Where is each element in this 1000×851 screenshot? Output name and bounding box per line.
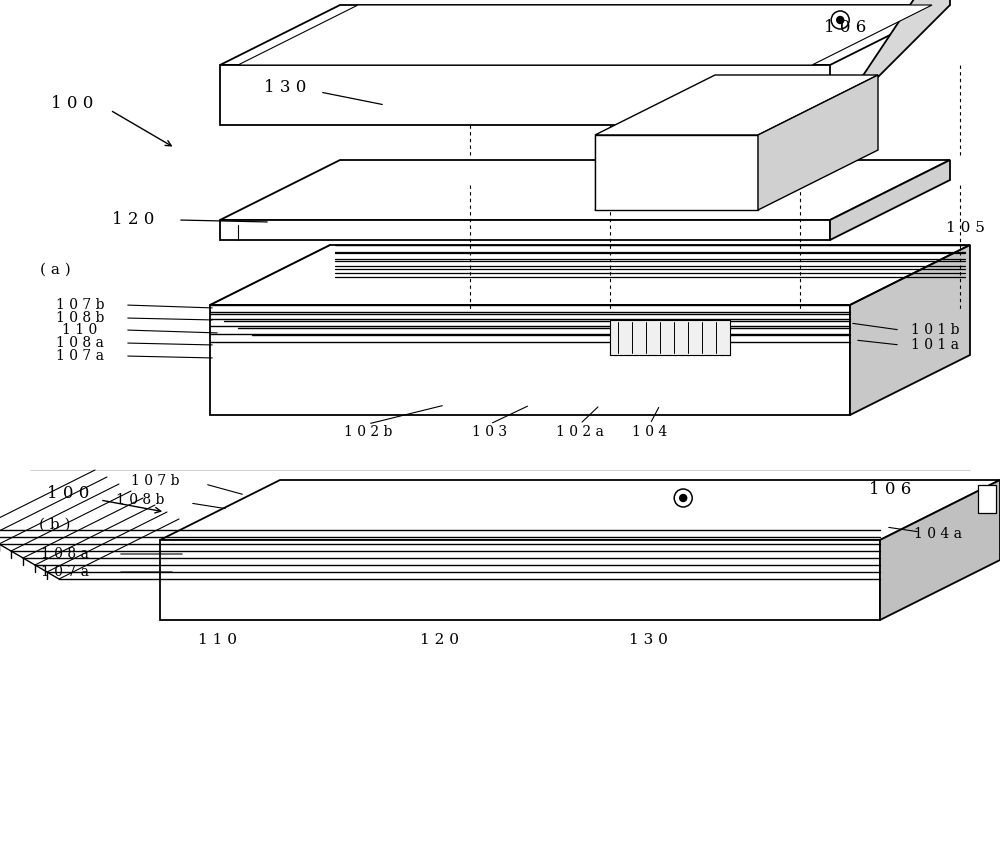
Text: ( b ): ( b ) [39, 518, 71, 532]
Polygon shape [758, 75, 878, 210]
Polygon shape [830, 0, 950, 125]
Polygon shape [160, 540, 880, 620]
Polygon shape [880, 480, 1000, 620]
Text: 1 0 7 a: 1 0 7 a [41, 565, 89, 579]
Polygon shape [220, 220, 830, 240]
Polygon shape [238, 5, 932, 65]
Polygon shape [595, 75, 878, 135]
Polygon shape [160, 480, 1000, 540]
Text: 1 0 8 a: 1 0 8 a [56, 336, 104, 350]
Text: 1 2 0: 1 2 0 [420, 633, 460, 647]
Circle shape [680, 494, 687, 501]
Polygon shape [210, 245, 970, 305]
Polygon shape [210, 305, 850, 415]
Polygon shape [610, 320, 730, 355]
Circle shape [837, 16, 844, 24]
Text: 1 0 7 b: 1 0 7 b [131, 474, 179, 488]
Text: 1 0 4 a: 1 0 4 a [914, 527, 962, 541]
Polygon shape [220, 160, 950, 220]
Text: 1 0 1 b: 1 0 1 b [911, 323, 959, 337]
Polygon shape [220, 5, 950, 65]
Text: 1 1 0: 1 1 0 [62, 323, 98, 337]
Circle shape [674, 489, 692, 507]
Text: 1 0 3: 1 0 3 [472, 425, 508, 439]
Text: 1 0 6: 1 0 6 [824, 20, 866, 37]
Text: 1 0 8 b: 1 0 8 b [116, 493, 164, 507]
Text: 1 0 1 a: 1 0 1 a [911, 338, 959, 352]
Text: 1 3 0: 1 3 0 [629, 633, 667, 647]
Text: ( a ): ( a ) [40, 263, 70, 277]
Text: 1 3 0: 1 3 0 [264, 79, 306, 96]
Text: 1 0 4: 1 0 4 [632, 425, 668, 439]
Text: 1 1 0: 1 1 0 [198, 633, 238, 647]
Text: 1 0 0: 1 0 0 [51, 94, 93, 111]
Polygon shape [595, 135, 758, 210]
Text: 1 0 7 b: 1 0 7 b [56, 298, 104, 312]
Text: 1 0 2 b: 1 0 2 b [344, 425, 392, 439]
Text: 1 0 8 a: 1 0 8 a [41, 547, 89, 561]
Text: 1 2 0: 1 2 0 [112, 212, 154, 229]
Polygon shape [850, 245, 970, 415]
Polygon shape [830, 160, 950, 240]
Text: 1 0 6: 1 0 6 [869, 482, 911, 499]
Text: 1 0 7 a: 1 0 7 a [56, 349, 104, 363]
Text: 1 0 5: 1 0 5 [946, 221, 984, 235]
Text: 1 0 8 b: 1 0 8 b [56, 311, 104, 325]
Polygon shape [978, 485, 996, 513]
Polygon shape [220, 65, 830, 125]
Text: 1 0 0: 1 0 0 [47, 486, 89, 502]
Text: 1 0 2 a: 1 0 2 a [556, 425, 604, 439]
Circle shape [831, 11, 849, 29]
